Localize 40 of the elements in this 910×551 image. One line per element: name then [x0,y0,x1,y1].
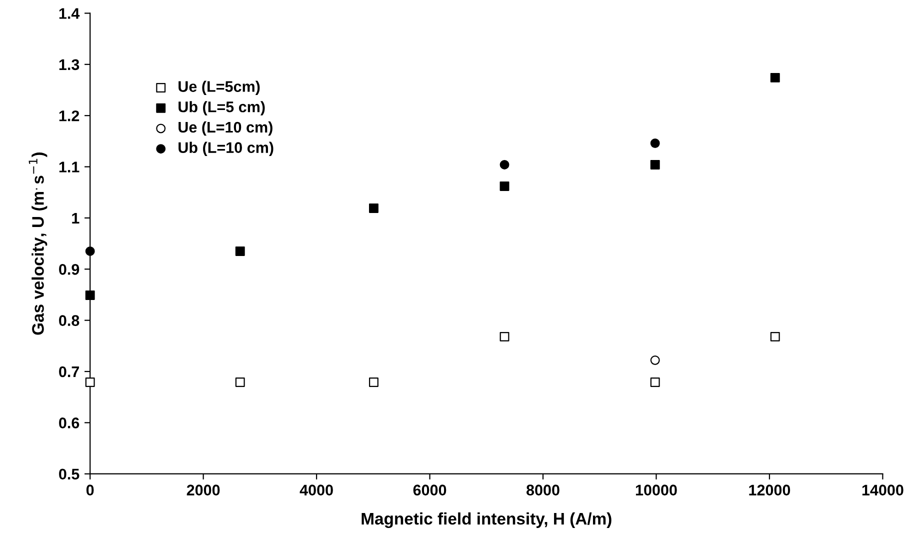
x-tick-label: 10000 [636,484,677,496]
x-tick-label: 0 [86,484,94,496]
x-tick-label: 4000 [300,484,333,496]
y-axis-title: Gas velocity, U (m$^{.}$s$^{−1}$) [28,152,48,335]
point [369,378,378,387]
legend-label: Ue (L=10 cm) [178,121,272,136]
point [235,246,245,256]
point [369,204,378,213]
legend-label: Ub (L=10 cm) [178,142,274,156]
x-tick-label: 12000 [749,484,790,496]
point [85,378,95,387]
point [85,246,95,256]
y-tick-label: 1 [72,212,80,224]
x-axis-title: Magnetic field intensity, H (A/m) [362,512,612,528]
y-tick-label: 1.4 [59,8,80,19]
point [770,72,780,82]
point [650,138,660,148]
point [650,378,660,387]
point [85,290,95,300]
y-tick-label: 1.2 [59,110,80,122]
point [770,332,780,342]
x-tick-label: 14000 [862,484,904,496]
x-tick-label: 6000 [413,484,446,496]
y-tick-label: 1.3 [59,59,80,70]
point [500,181,510,191]
point [500,160,510,170]
y-tick-label: 0.6 [59,418,80,428]
legend-label: Ue (L=5cm) [178,80,260,95]
y-tick-label: 0.5 [59,468,80,480]
point [650,160,660,170]
point [650,356,660,365]
point [500,332,510,342]
y-tick-label: 0.9 [59,264,80,275]
legend-label: Ub (L=5 cm) [178,101,265,116]
point [235,378,245,387]
x-tick-label: 8000 [526,484,560,496]
y-tick-label: 0.7 [59,366,80,378]
y-tick-label: 1.1 [59,162,80,172]
x-tick-label: 2000 [186,484,220,496]
y-tick-label: 0.8 [59,315,80,326]
